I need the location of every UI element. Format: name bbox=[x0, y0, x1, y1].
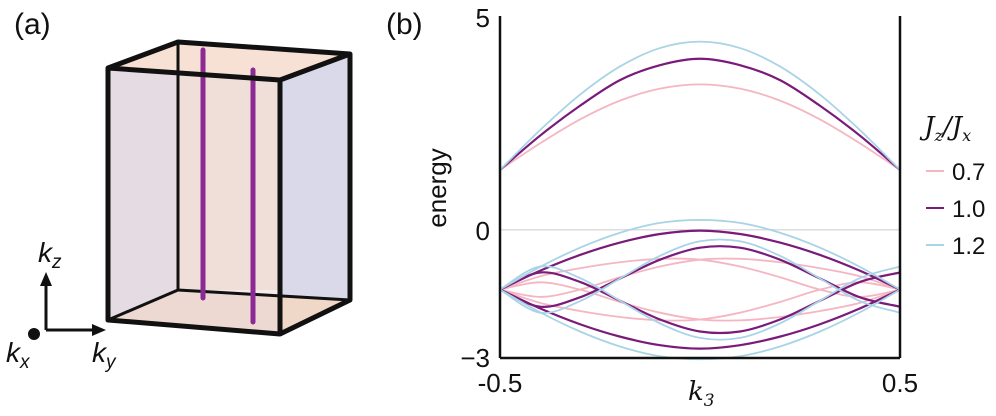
ytick-5: 5 bbox=[476, 3, 490, 33]
ky-arrowhead bbox=[92, 324, 106, 336]
kx-axis-dot bbox=[28, 328, 40, 340]
band-1.0-4 bbox=[499, 288, 901, 350]
y-axis-label: energy bbox=[422, 148, 452, 228]
series-0.7 bbox=[499, 83, 901, 322]
legend: Jz/Jx 0.7 1.0 1.2 bbox=[919, 112, 985, 260]
legend-entry-0.7: 0.7 bbox=[952, 159, 985, 186]
kx-label: kx bbox=[6, 337, 31, 373]
band-1.0-5 bbox=[499, 271, 901, 335]
ky-label: ky bbox=[92, 337, 117, 373]
series-1.0 bbox=[499, 57, 901, 350]
box-back-edge-bottom-left bbox=[107, 288, 179, 322]
panel-a-label: (a) bbox=[14, 8, 51, 41]
panel-b-label: (b) bbox=[386, 8, 423, 41]
legend-entry-1.2: 1.2 bbox=[952, 233, 985, 260]
ytick-minus3: −3 bbox=[460, 343, 490, 373]
band-1.2-1 bbox=[499, 40, 901, 171]
box-right-face bbox=[280, 54, 350, 334]
band-1.0-3 bbox=[499, 245, 901, 308]
band-0.7-5 bbox=[499, 281, 901, 322]
box-right-edges bbox=[278, 54, 353, 337]
xtick-0.5: 0.5 bbox=[882, 368, 918, 398]
band-plot: 5 0 −3 -0.5 0.5 k3 energy bbox=[422, 3, 918, 411]
kz-label: kz bbox=[38, 237, 62, 273]
band-1.0-2 bbox=[499, 229, 901, 291]
band-0.7-1 bbox=[499, 83, 901, 171]
band-1.2-4 bbox=[499, 288, 901, 361]
box-back-edge-bottom bbox=[177, 288, 351, 302]
box-top-edges bbox=[107, 39, 353, 83]
band-1.2-5 bbox=[499, 265, 901, 341]
legend-title: Jz/Jx bbox=[919, 112, 971, 145]
brillouin-zone-box bbox=[105, 39, 353, 337]
band-0.7-3 bbox=[499, 257, 901, 298]
kz-arrowhead bbox=[40, 272, 52, 286]
ytick-0: 0 bbox=[476, 216, 490, 246]
box-front-face bbox=[108, 68, 280, 334]
band-1.2-3 bbox=[499, 238, 901, 314]
series-layer bbox=[499, 40, 901, 361]
band-1.2-2 bbox=[499, 219, 901, 291]
band-1.0-1 bbox=[499, 57, 901, 171]
legend-entry-1.0: 1.0 bbox=[952, 196, 985, 223]
x-axis-label: k3 bbox=[688, 377, 715, 411]
xtick-minus0.5: -0.5 bbox=[478, 368, 523, 398]
series-1.2 bbox=[499, 40, 901, 361]
k-axes-triad: kz kx ky bbox=[6, 237, 117, 373]
